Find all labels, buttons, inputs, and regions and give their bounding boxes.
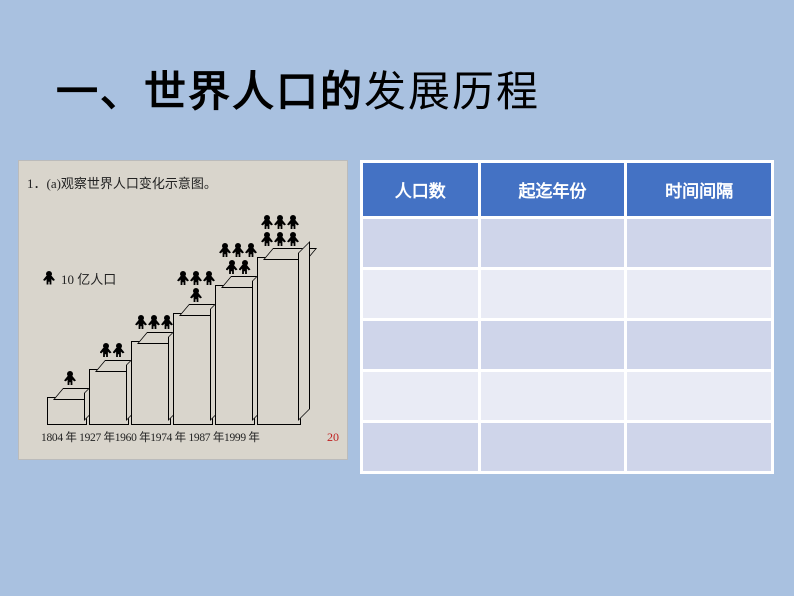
step-block: [47, 397, 87, 425]
table-cell: [481, 270, 625, 318]
table-cell: [481, 321, 625, 369]
table-header: 起迄年份: [481, 163, 625, 216]
table-cell: [627, 219, 771, 267]
table-body: [363, 219, 771, 471]
table-row: [363, 423, 771, 471]
table-cell: [363, 270, 478, 318]
person-icon: [135, 315, 147, 331]
table-row: [363, 321, 771, 369]
year-axis: 1804 年 1927 年1960 年1974 年 1987 年1999 年: [41, 429, 260, 445]
table-cell: [363, 219, 478, 267]
step-block: [215, 285, 255, 425]
person-icon: [113, 343, 125, 359]
population-table: 人口数 起迄年份 时间间隔: [360, 160, 774, 474]
people-group: [129, 315, 179, 331]
person-icon: [219, 243, 231, 259]
table-row: [363, 372, 771, 420]
diagram-caption: 1．(a)观察世界人口变化示意图。: [27, 173, 217, 192]
person-icon: [177, 271, 189, 287]
person-icon: [100, 343, 112, 359]
page-title: 一、世界人口的发展历程: [56, 58, 540, 119]
person-icon: [239, 260, 251, 276]
table-cell: [363, 372, 478, 420]
person-icon: [274, 215, 286, 231]
title-prefix: 一、世界人口的: [56, 68, 364, 115]
table-header-row: 人口数 起迄年份 时间间隔: [363, 163, 771, 216]
table-cell: [363, 423, 478, 471]
person-icon: [226, 260, 238, 276]
red-annotation: 20: [327, 430, 339, 445]
person-icon: [287, 215, 299, 231]
person-icon: [274, 232, 286, 248]
table-cell: [481, 372, 625, 420]
table-cell: [627, 270, 771, 318]
person-icon: [190, 288, 202, 304]
population-diagram: 1．(a)观察世界人口变化示意图。 10 亿人口 1804 年 1927 年19…: [18, 160, 348, 460]
content-row: 1．(a)观察世界人口变化示意图。 10 亿人口 1804 年 1927 年19…: [18, 160, 774, 474]
table-cell: [363, 321, 478, 369]
person-icon: [190, 271, 202, 287]
people-group: [87, 343, 137, 359]
person-icon: [261, 215, 273, 231]
person-icon: [287, 232, 299, 248]
table-cell: [481, 219, 625, 267]
step-block: [173, 313, 213, 425]
table-header: 人口数: [363, 163, 478, 216]
title-suffix: 发展历程: [364, 68, 540, 115]
people-group: [45, 371, 95, 387]
table-header: 时间间隔: [627, 163, 771, 216]
step-chart: [47, 227, 327, 427]
table-row: [363, 270, 771, 318]
person-icon: [64, 371, 76, 387]
people-group: [255, 215, 305, 248]
step-block: [131, 341, 171, 425]
person-icon: [261, 232, 273, 248]
person-icon: [148, 315, 160, 331]
step-block: [89, 369, 129, 425]
person-icon: [161, 315, 173, 331]
table-cell: [627, 372, 771, 420]
table-cell: [627, 321, 771, 369]
table-row: [363, 219, 771, 267]
table-cell: [627, 423, 771, 471]
table-cell: [481, 423, 625, 471]
step-block: [257, 257, 301, 425]
person-icon: [232, 243, 244, 259]
